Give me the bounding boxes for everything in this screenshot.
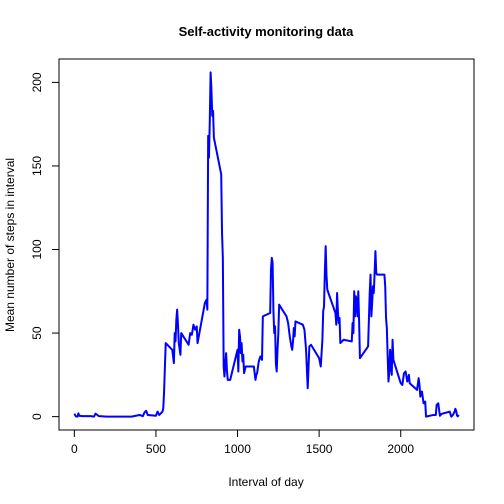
x-tick-label: 1000: [224, 442, 251, 456]
x-axis-label: Interval of day: [228, 475, 303, 489]
y-tick-label: 150: [30, 156, 44, 176]
data-line: [73, 71, 460, 418]
y-tick-label: 50: [30, 326, 44, 340]
y-tick-label: 0: [30, 413, 44, 420]
y-axis-label: Mean number of steps in interval: [3, 158, 17, 332]
y-tick-label: 100: [30, 239, 44, 259]
x-tick-label: 2000: [387, 442, 414, 456]
x-tick-label: 500: [146, 442, 166, 456]
plot-frame: [58, 58, 475, 431]
y-tick-label: 200: [30, 72, 44, 92]
x-tick-label: 1500: [306, 442, 333, 456]
x-tick-label: 0: [71, 442, 78, 456]
chart-title: Self-activity monitoring data: [179, 24, 355, 39]
